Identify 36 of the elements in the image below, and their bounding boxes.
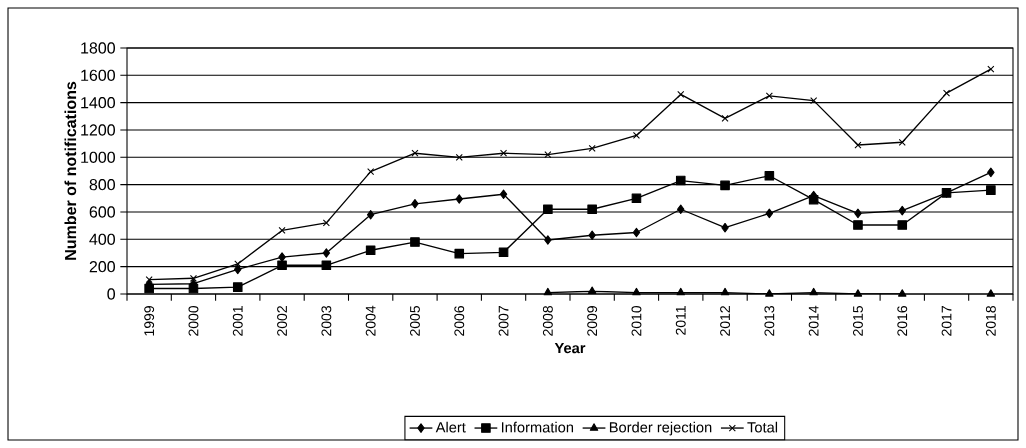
y-tick-label: 1200 (81, 124, 115, 136)
y-tick-label: 800 (89, 179, 116, 191)
y-tick-label: 0 (107, 288, 116, 300)
x-tick-label: 2016 (897, 305, 908, 336)
legend-label: Border rejection (609, 421, 712, 436)
x-axis-title: Year (554, 343, 586, 354)
legend-label: Alert (435, 421, 466, 433)
legend-label: Total (747, 421, 778, 433)
x-tick-label: 2004 (365, 305, 376, 336)
x-tick-label: 2017 (941, 306, 952, 336)
x-tick-label: 2013 (764, 305, 775, 336)
x-tick-label: 2015 (853, 305, 863, 336)
x-tick-label: 2010 (631, 305, 642, 336)
x-tick-label: 2009 (587, 306, 598, 336)
x-tick-label: 2018 (985, 305, 996, 336)
x-tick-label: 2007 (498, 306, 509, 336)
x-tick-label: 1999 (144, 306, 155, 336)
y-tick-label: 1800 (81, 42, 115, 54)
y-axis-title: Number of notifications (64, 81, 77, 260)
y-tick-label: 200 (89, 261, 116, 273)
y-tick-label: 600 (89, 206, 116, 218)
x-tick-label: 2008 (542, 305, 553, 336)
x-tick-label: 2011 (675, 306, 686, 335)
legend-label: Information (501, 421, 574, 433)
x-tick-label: 2005 (410, 305, 420, 336)
x-tick-label: 2012 (720, 306, 731, 336)
x-tick-label: 2002 (277, 306, 288, 336)
x-tick-label: 2000 (188, 305, 199, 336)
y-tick-label: 1400 (81, 97, 115, 109)
y-tick-label: 1600 (81, 69, 115, 81)
y-tick-label: 1000 (81, 151, 115, 163)
x-tick-label: 2006 (454, 305, 465, 336)
x-tick-label: 2001 (232, 306, 243, 336)
y-tick-label: 400 (89, 233, 116, 245)
x-tick-label: 2014 (808, 305, 819, 336)
x-tick-label: 2003 (321, 305, 332, 336)
